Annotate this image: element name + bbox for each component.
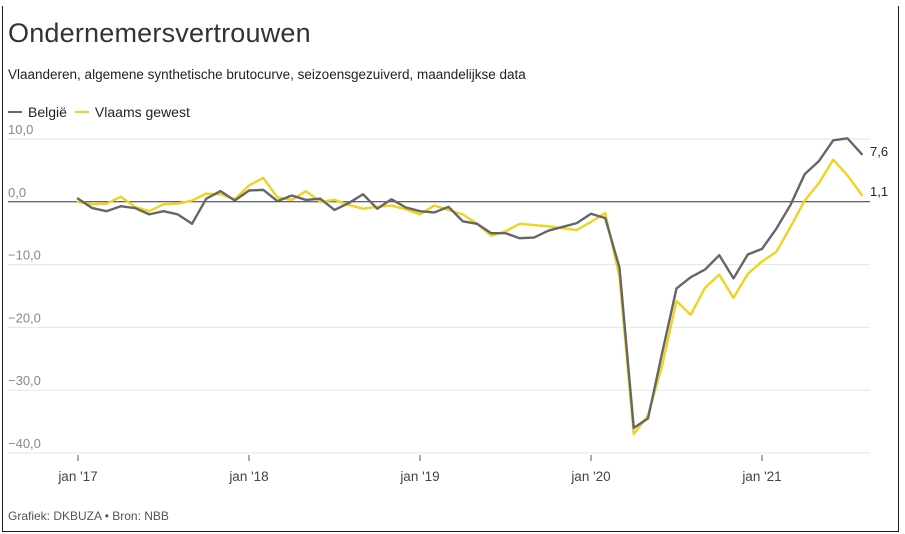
x-tick-label: jan '17	[57, 469, 97, 484]
legend-swatch-vlaams	[74, 111, 89, 113]
end-label-belgie: 7,6	[870, 144, 888, 159]
series-line-belgie	[76, 137, 863, 430]
legend-item-vlaams: Vlaams gewest	[74, 104, 190, 120]
y-tick-label: −20,0	[8, 310, 41, 325]
legend-item-belgie: België	[8, 104, 67, 120]
chart-subtitle: Vlaanderen, algemene synthetische brutoc…	[8, 67, 526, 82]
x-tick-label: jan '21	[741, 469, 781, 484]
end-label-vlaams: 1,1	[870, 184, 888, 199]
y-tick-label: 0,0	[8, 185, 26, 200]
chart-title: Ondernemersvertrouwen	[8, 18, 311, 48]
y-tick-label: −10,0	[8, 248, 41, 263]
y-tick-label: −40,0	[8, 436, 41, 451]
y-tick-label: 10,0	[8, 122, 33, 137]
chart-card	[2, 6, 899, 532]
legend-swatch-belgie	[8, 111, 22, 113]
x-tick-label: jan '18	[228, 469, 268, 484]
y-tick-label: −30,0	[8, 373, 41, 388]
x-tick-label: jan '20	[570, 469, 610, 484]
legend-label-vlaams: Vlaams gewest	[94, 104, 190, 120]
series-line-vlaams	[76, 158, 863, 436]
legend: België Vlaams gewest	[8, 104, 198, 120]
source-note: Grafiek: DKBUZA • Bron: NBB	[8, 509, 169, 523]
x-tick-label: jan '19	[399, 469, 439, 484]
legend-label-belgie: België	[28, 104, 67, 120]
